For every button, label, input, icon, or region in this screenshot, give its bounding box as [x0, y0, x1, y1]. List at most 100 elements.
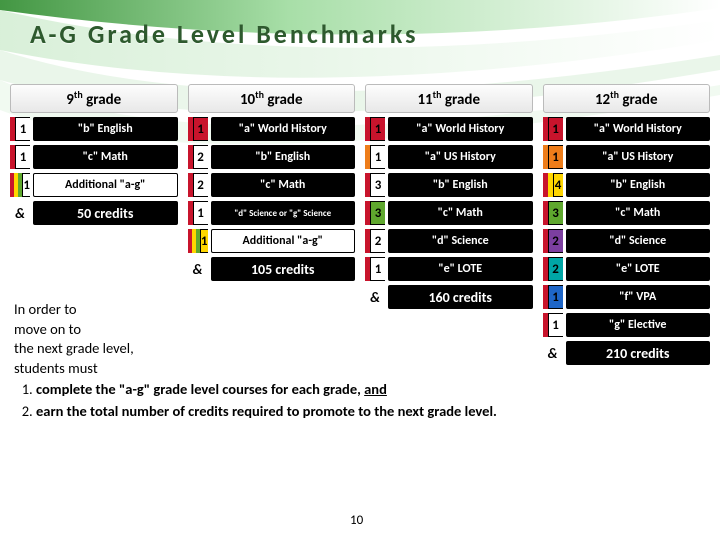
- grade-header: 11th grade: [365, 84, 533, 113]
- course-row: 1"f" VPA: [543, 285, 711, 309]
- course-row: 1Additional "a-g": [188, 229, 356, 253]
- course-tag: 1: [188, 201, 208, 225]
- course-count: 1: [193, 117, 208, 141]
- course-tag: 1: [365, 117, 385, 141]
- course-count: 1: [22, 173, 30, 197]
- course-count: 1: [548, 145, 563, 169]
- course-row: 1"a" World History: [365, 117, 533, 141]
- course-row: 4"b" English: [543, 173, 711, 197]
- course-tag: 1: [543, 117, 563, 141]
- course-count: 1: [548, 313, 563, 337]
- promotion-note: In order to move on to the next grade le…: [14, 300, 514, 423]
- page-number: 10: [350, 513, 363, 528]
- ampersand-icon: &: [543, 341, 563, 365]
- course-row: 2"c" Math: [188, 173, 356, 197]
- course-label: "d" Science: [566, 229, 711, 253]
- course-tag: 4: [543, 173, 563, 197]
- course-label: "b" English: [566, 173, 711, 197]
- course-label: "d" Science: [388, 229, 533, 253]
- course-tag: 1: [188, 229, 208, 253]
- course-count: 3: [548, 201, 563, 225]
- credits-total: 50 credits: [33, 201, 178, 225]
- course-label: "b" English: [211, 145, 356, 169]
- credits-row: &210 credits: [543, 341, 711, 365]
- course-label: "a" World History: [388, 117, 533, 141]
- course-count: 1: [370, 145, 385, 169]
- course-row: 1"a" World History: [543, 117, 711, 141]
- credits-total: 210 credits: [566, 341, 711, 365]
- course-label: "e" LOTE: [388, 257, 533, 281]
- note-line: In order to: [14, 300, 514, 320]
- course-tag: 1: [365, 257, 385, 281]
- course-tag: 2: [543, 229, 563, 253]
- ampersand-icon: &: [10, 201, 30, 225]
- course-row: 2"b" English: [188, 145, 356, 169]
- course-row: 2"d" Science: [365, 229, 533, 253]
- course-count: 2: [548, 229, 563, 253]
- course-count: 2: [193, 173, 208, 197]
- course-count: 2: [370, 229, 385, 253]
- course-tag: 3: [365, 173, 385, 197]
- course-label: "a" World History: [211, 117, 356, 141]
- note-line: students must: [14, 359, 514, 379]
- course-count: 1: [548, 117, 563, 141]
- ampersand-icon: &: [188, 257, 208, 281]
- course-tag: 3: [543, 201, 563, 225]
- course-row: 1"d" Science or "g" Science: [188, 201, 356, 225]
- course-row: 1Additional "a-g": [10, 173, 178, 197]
- note-item-2: earn the total number of credits require…: [36, 402, 514, 422]
- course-label: "f" VPA: [566, 285, 711, 309]
- course-row: 3"b" English: [365, 173, 533, 197]
- course-row: 1"c" Math: [10, 145, 178, 169]
- course-tag: 2: [188, 145, 208, 169]
- course-tag: 1: [543, 145, 563, 169]
- course-tag: 1: [365, 145, 385, 169]
- note-line: move on to: [14, 320, 514, 340]
- course-label: "c" Math: [211, 173, 356, 197]
- course-tag: 2: [365, 229, 385, 253]
- course-label: "c" Math: [566, 201, 711, 225]
- course-count: 1: [15, 145, 30, 169]
- note-item-1: complete the "a-g" grade level courses f…: [36, 380, 514, 400]
- course-label: "a" US History: [388, 145, 533, 169]
- grade-header: 10th grade: [188, 84, 356, 113]
- course-label: "a" World History: [566, 117, 711, 141]
- course-row: 1"a" World History: [188, 117, 356, 141]
- course-label: "d" Science or "g" Science: [211, 201, 356, 225]
- course-label: Additional "a-g": [33, 173, 178, 197]
- course-count: 1: [193, 201, 208, 225]
- course-count: 2: [548, 257, 563, 281]
- course-label: "g" Elective: [566, 313, 711, 337]
- course-tag: 2: [188, 173, 208, 197]
- course-label: "a" US History: [566, 145, 711, 169]
- course-count: 2: [193, 145, 208, 169]
- credits-total: 105 credits: [211, 257, 356, 281]
- grade-header: 12th grade: [543, 84, 711, 113]
- course-tag: 1: [543, 285, 563, 309]
- course-count: 1: [548, 285, 563, 309]
- course-tag: 2: [543, 257, 563, 281]
- course-row: 1"a" US History: [543, 145, 711, 169]
- course-row: 1"a" US History: [365, 145, 533, 169]
- note-line: the next grade level,: [14, 339, 514, 359]
- course-tag: 3: [365, 201, 385, 225]
- course-row: 3"c" Math: [365, 201, 533, 225]
- course-row: 1"b" English: [10, 117, 178, 141]
- course-row: 1"g" Elective: [543, 313, 711, 337]
- course-tag: 1: [10, 145, 30, 169]
- course-count: 1: [15, 117, 30, 141]
- course-count: 1: [370, 257, 385, 281]
- course-label: "e" LOTE: [566, 257, 711, 281]
- course-label: "c" Math: [33, 145, 178, 169]
- credits-row: &105 credits: [188, 257, 356, 281]
- course-row: 3"c" Math: [543, 201, 711, 225]
- course-count: 3: [370, 173, 385, 197]
- course-tag: 1: [188, 117, 208, 141]
- course-tag: 1: [543, 313, 563, 337]
- credits-row: &50 credits: [10, 201, 178, 225]
- course-count: 1: [370, 117, 385, 141]
- course-row: 1"e" LOTE: [365, 257, 533, 281]
- course-tag: 1: [10, 173, 30, 197]
- course-count: 4: [553, 173, 563, 197]
- course-label: "b" English: [33, 117, 178, 141]
